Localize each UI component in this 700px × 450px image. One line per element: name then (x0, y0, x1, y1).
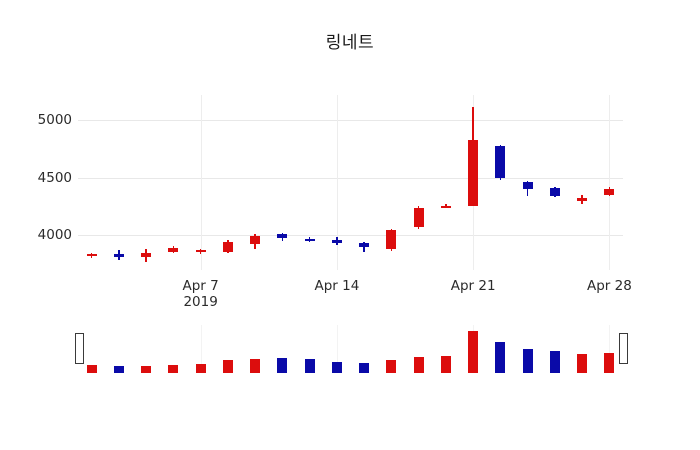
volume-bar (195, 364, 206, 373)
candle-body (549, 188, 560, 196)
volume-bar (277, 358, 288, 373)
y-axis-tick-label: 4500 (37, 169, 72, 186)
volume-bar (549, 350, 560, 373)
volume-bar (386, 359, 397, 373)
volume-panel (75, 325, 628, 373)
volume-bar (168, 364, 179, 373)
x-axis-tick-sublabel: 2019 (183, 294, 218, 310)
x-axis-tick-label: Apr 28 (586, 278, 632, 294)
candle-body (413, 207, 424, 227)
volume-bar (359, 362, 370, 373)
volume-bar (468, 331, 479, 373)
candle-body (386, 229, 397, 249)
y-axis-tick-label: 4000 (37, 227, 72, 244)
candle-body (359, 242, 370, 247)
x-gridline-volume (336, 325, 338, 373)
candle-body (195, 249, 206, 253)
x-gridline-volume (200, 325, 202, 373)
x-axis-tick-label: Apr 21 (450, 278, 496, 294)
candle-body (604, 189, 615, 196)
candle-body (468, 139, 479, 206)
volume-axis-edge-marker (75, 333, 84, 364)
candle-body (86, 253, 97, 257)
candle-body (440, 205, 451, 209)
volume-bar (577, 354, 588, 373)
y-axis-tick-label: 5000 (37, 112, 72, 129)
candle-body (250, 236, 261, 244)
x-axis-tick-label: Apr 7 2019 (182, 278, 219, 310)
volume-bar (604, 353, 615, 373)
volume-bar (250, 359, 261, 373)
volume-bar (495, 342, 506, 373)
volume-bar (522, 348, 533, 373)
candle-body (495, 146, 506, 178)
volume-bar (113, 365, 124, 373)
x-gridline (336, 95, 338, 270)
volume-bar (331, 361, 342, 373)
y-gridline (78, 120, 623, 122)
y-gridline (78, 177, 623, 179)
candle-body (168, 248, 179, 253)
candle-body (277, 234, 288, 238)
candle-body (522, 181, 533, 190)
x-axis-tick-labels: Apr 7 2019 Apr 14 Apr 21 Apr 28 (78, 278, 632, 318)
x-axis-tick-label: Apr 14 (314, 278, 360, 294)
candle-body (304, 238, 315, 242)
y-gridline (78, 235, 623, 237)
volume-bar (86, 364, 97, 373)
volume-bar (141, 365, 152, 373)
volume-bar (222, 360, 233, 373)
page-title: 링네트 (325, 33, 375, 53)
volume-axis-edge-marker (619, 333, 628, 364)
candle-body (222, 241, 233, 253)
candle-body (577, 198, 588, 201)
volume-bar (413, 356, 424, 373)
x-gridline (609, 95, 611, 270)
candle-body (113, 253, 124, 258)
candle-body (331, 240, 342, 243)
x-gridline (200, 95, 202, 270)
candle-wick (363, 241, 365, 253)
y-axis-tick-labels: 4000 4500 5000 (14, 95, 72, 270)
volume-bar (304, 359, 315, 373)
candle-body (141, 253, 152, 257)
x-gridline-volume (609, 325, 611, 373)
price-panel (78, 95, 623, 270)
volume-bar (440, 355, 451, 373)
